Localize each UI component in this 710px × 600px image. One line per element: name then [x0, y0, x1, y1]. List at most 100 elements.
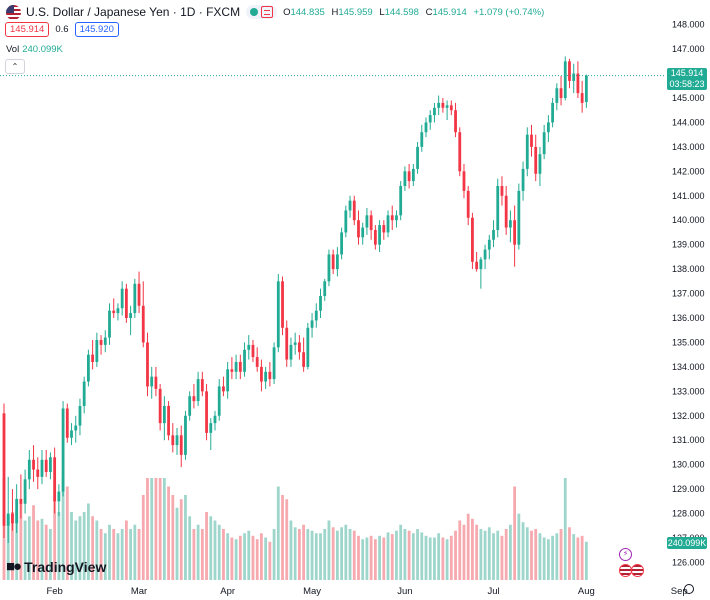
volume-bar: [99, 529, 103, 580]
candle: [454, 102, 457, 138]
candle-body: [403, 171, 407, 186]
candle-body: [449, 105, 453, 111]
volume-bars: [2, 478, 588, 580]
candle-body: [65, 408, 69, 438]
symbol-title[interactable]: U.S. Dollar / Japanese Yen · 1D · FXCM: [26, 5, 241, 19]
price-axis[interactable]: 126.000127.000128.000129.000130.000131.0…: [672, 20, 705, 568]
price-tick-label: 134.000: [672, 362, 705, 372]
candle-body: [209, 423, 213, 433]
candle-body: [559, 88, 563, 98]
us-event-flag-icon-2[interactable]: [631, 564, 644, 577]
candle-body: [479, 259, 483, 270]
buy-button[interactable]: 145.920: [74, 22, 119, 37]
candle-body: [310, 320, 314, 328]
candle-body: [420, 132, 424, 147]
volume-bar: [27, 516, 31, 580]
volume-legend[interactable]: Vol 240.099K: [6, 44, 63, 55]
candle: [344, 205, 348, 238]
volume-bar: [314, 533, 318, 580]
market-status-pill[interactable]: [246, 5, 278, 19]
volume-bar: [466, 513, 470, 580]
volume-bar: [129, 529, 132, 580]
volume-bar: [348, 529, 352, 580]
candle-body: [335, 254, 339, 270]
price-tick-label: 145.000: [672, 93, 705, 103]
candle: [209, 418, 213, 450]
volume-bar: [285, 499, 289, 580]
candle: [492, 220, 495, 248]
candle: [238, 354, 242, 380]
candle-body: [171, 435, 175, 446]
candle: [525, 127, 529, 177]
volume-bar: [264, 537, 268, 580]
collapse-legend-button[interactable]: ⌃: [5, 59, 25, 74]
candle: [74, 415, 78, 443]
candle: [399, 181, 403, 221]
volume-bar: [23, 520, 27, 580]
candle-body: [251, 344, 255, 358]
candle-body: [108, 310, 111, 338]
candle-body: [2, 413, 6, 526]
candle-body: [327, 254, 331, 282]
candle: [521, 161, 525, 201]
candle: [319, 288, 322, 318]
candle: [87, 349, 90, 387]
candle: [162, 396, 166, 441]
time-tick-label: Mar: [131, 586, 147, 597]
volume-bar: [150, 478, 154, 580]
close-key: C: [425, 6, 433, 18]
volume-bar: [483, 530, 487, 580]
spread-value: 0.6: [55, 24, 69, 35]
candle: [133, 278, 137, 318]
candle: [546, 115, 550, 142]
candle: [230, 357, 234, 380]
candle: [175, 428, 179, 455]
candle: [99, 335, 103, 355]
candle-body: [19, 498, 23, 504]
candle-body: [133, 283, 137, 314]
candle-body: [15, 498, 19, 524]
candle-body: [40, 459, 44, 477]
volume-bar: [82, 512, 86, 580]
candle-body: [534, 146, 538, 174]
sell-button[interactable]: 145.914: [5, 22, 50, 37]
candle-body: [424, 122, 428, 133]
candle: [580, 80, 584, 113]
candle-body: [357, 220, 360, 238]
volume-bar: [91, 516, 95, 580]
candle: [572, 63, 576, 94]
volume-bar: [492, 533, 495, 580]
candle-body: [154, 376, 158, 389]
candle-body: [298, 342, 301, 353]
candle: [36, 457, 40, 490]
candle-body: [580, 93, 584, 103]
candle-body: [222, 386, 225, 392]
time-axis[interactable]: Feb Mar Apr May Jun Jul Aug Sep: [46, 586, 687, 597]
candle: [70, 423, 73, 446]
candle-body: [513, 220, 517, 245]
volume-bar: [61, 478, 65, 580]
bar-countdown: 03:58:23: [669, 79, 705, 89]
candle-body: [91, 354, 95, 362]
event-bolt-icon[interactable]: ⚡: [619, 548, 632, 561]
volume-bar: [568, 527, 571, 580]
price-tick-label: 147.000: [672, 44, 705, 54]
candle-body: [146, 342, 149, 387]
settings-gear-icon[interactable]: [684, 584, 694, 594]
candle: [348, 195, 352, 218]
candle-body: [483, 249, 487, 260]
tradingview-logo[interactable]: ■● TradingView: [6, 558, 106, 575]
candle-body: [289, 344, 293, 360]
us-japan-flag-icon: [6, 4, 21, 20]
candle: [226, 362, 230, 399]
candle-body: [369, 215, 373, 230]
volume-bar: [551, 535, 554, 580]
last-price-label: 145.914 03:58:23: [667, 68, 707, 90]
candle: [335, 247, 339, 277]
volume-bar: [424, 535, 428, 580]
tradingview-logo-icon: ■●: [6, 558, 22, 575]
candle: [44, 450, 48, 477]
time-tick-label: Aug: [578, 586, 595, 597]
candle-body: [373, 230, 377, 245]
